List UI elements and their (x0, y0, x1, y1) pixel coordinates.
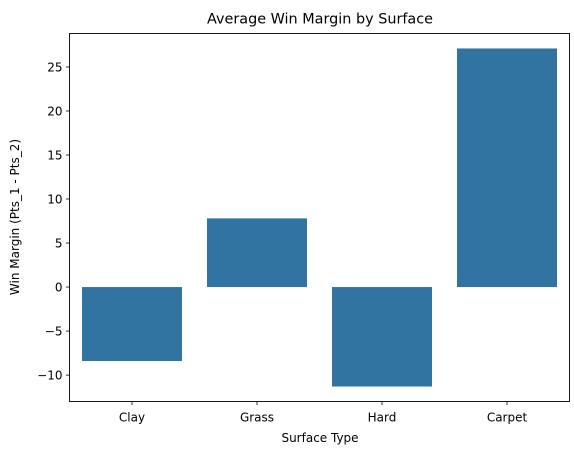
bars-layer (82, 48, 557, 387)
y-tick-label: −5 (45, 324, 63, 338)
y-tick-label: 25 (47, 60, 62, 74)
x-axis: Clay Grass Hard Carpet (119, 401, 528, 425)
bar-carpet (457, 48, 557, 288)
x-tick-label-carpet: Carpet (487, 411, 528, 425)
y-tick-label: 5 (55, 236, 63, 250)
chart-title: Average Win Margin by Surface (207, 12, 433, 28)
y-tick-label: 10 (47, 192, 62, 206)
plot-frame (69, 33, 570, 402)
bar-grass (207, 218, 307, 288)
bar-hard (332, 287, 432, 387)
y-tick-label: 15 (47, 148, 62, 162)
y-tick-label: 20 (47, 104, 62, 118)
y-tick-label: 0 (55, 280, 63, 294)
x-axis-label: Surface Type (281, 431, 358, 445)
y-axis-label: Win Margin (Pts_1 - Pts_2) (8, 139, 22, 295)
bar-clay (82, 287, 182, 362)
x-tick-label-grass: Grass (240, 411, 274, 425)
y-tick-label: −10 (37, 368, 62, 382)
x-tick-label-clay: Clay (119, 411, 145, 425)
y-axis: −10 −5 0 5 10 15 20 25 (37, 60, 70, 382)
x-tick-label-hard: Hard (368, 411, 397, 425)
